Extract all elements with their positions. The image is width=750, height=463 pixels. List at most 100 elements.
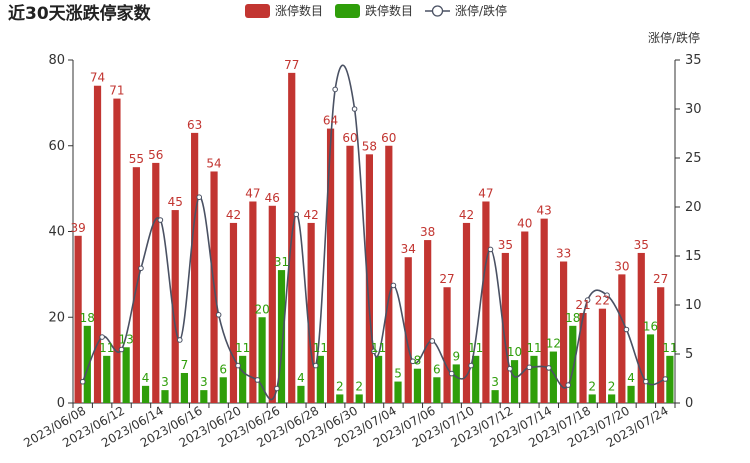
down-value-label: 11 xyxy=(313,341,328,355)
down-value-label: 9 xyxy=(452,349,460,363)
down-value-label: 2 xyxy=(608,379,616,393)
down-bar xyxy=(452,364,460,403)
down-bar xyxy=(666,355,674,403)
up-value-label: 58 xyxy=(362,139,377,153)
up-bar xyxy=(618,274,626,403)
down-bar xyxy=(83,325,91,403)
ratio-point xyxy=(429,338,436,344)
ratio-point xyxy=(662,376,669,382)
up-bar xyxy=(268,205,276,403)
down-bar xyxy=(569,325,577,403)
up-value-label: 71 xyxy=(109,84,124,98)
y-right-tick-label: 30 xyxy=(685,102,702,117)
legend-label-down: 跌停数目 xyxy=(365,3,413,18)
ratio-point xyxy=(410,358,416,365)
up-bar xyxy=(191,132,199,403)
down-value-label: 2 xyxy=(588,379,596,393)
down-value-label: 6 xyxy=(433,362,441,376)
down-bar xyxy=(608,394,616,403)
ratio-point xyxy=(604,292,610,299)
ratio-point xyxy=(157,217,164,223)
ratio-point xyxy=(526,364,533,371)
ratio-point xyxy=(448,370,455,377)
down-value-label: 16 xyxy=(643,319,658,333)
up-value-label: 22 xyxy=(595,294,610,308)
down-value-label: 20 xyxy=(254,302,269,316)
legend-swatch-marker xyxy=(431,5,444,17)
ratio-point xyxy=(274,385,280,392)
up-bar xyxy=(540,218,548,403)
down-value-label: 8 xyxy=(414,354,422,368)
legend[interactable]: 涨停数目 跌停数目 涨停/跌停 xyxy=(245,3,507,18)
down-value-label: 13 xyxy=(119,332,134,346)
up-bar xyxy=(462,222,471,403)
down-value-label: 3 xyxy=(200,375,208,389)
ratio-point xyxy=(371,348,377,355)
ratio-point xyxy=(468,362,474,369)
ratio-point xyxy=(196,194,203,200)
down-value-label: 11 xyxy=(99,341,114,355)
down-value-label: 2 xyxy=(336,379,344,393)
up-bar xyxy=(443,287,451,403)
ratio-point xyxy=(584,297,591,303)
down-bar xyxy=(375,355,383,403)
ratio-point xyxy=(177,337,183,343)
up-value-label: 42 xyxy=(459,208,474,222)
down-bar xyxy=(433,377,441,403)
down-bar xyxy=(530,355,538,403)
down-value-label: 5 xyxy=(394,367,402,381)
down-bar xyxy=(510,360,519,403)
bars xyxy=(74,72,674,404)
up-value-label: 27 xyxy=(653,272,668,286)
down-value-label: 12 xyxy=(546,337,561,351)
up-value-label: 60 xyxy=(381,131,396,145)
ratio-point xyxy=(293,211,300,218)
legend-swatch-down xyxy=(335,4,360,18)
up-value-label: 64 xyxy=(323,114,338,128)
down-value-label: 11 xyxy=(235,341,250,355)
ratio-point xyxy=(235,362,241,369)
y-right-tick-label: 35 xyxy=(685,53,702,68)
up-bar xyxy=(385,145,393,403)
y-right-tick-label: 25 xyxy=(685,151,702,166)
up-value-label: 30 xyxy=(614,259,629,273)
ratio-point xyxy=(79,378,86,385)
down-value-label: 3 xyxy=(491,375,499,389)
up-bar xyxy=(365,154,373,403)
y-left-tick-label: 80 xyxy=(48,53,65,68)
down-bar xyxy=(141,385,150,403)
y-left-tick-label: 20 xyxy=(48,310,65,325)
up-bar xyxy=(74,235,82,403)
ratio-point xyxy=(390,282,397,289)
legend-label-ratio: 涨停/跌停 xyxy=(455,3,507,18)
ratio-line-layer xyxy=(79,64,669,401)
up-value-label: 21 xyxy=(575,298,590,312)
up-value-label: 34 xyxy=(401,242,416,256)
down-value-label: 31 xyxy=(274,255,289,269)
up-value-label: 56 xyxy=(148,148,163,162)
up-bar xyxy=(637,252,645,403)
down-bar xyxy=(219,377,227,403)
up-bar xyxy=(307,222,315,403)
up-value-label: 60 xyxy=(342,131,357,145)
down-bar xyxy=(627,385,635,403)
down-bar xyxy=(161,390,169,403)
up-value-label: 33 xyxy=(556,247,571,261)
down-value-label: 3 xyxy=(161,375,169,389)
up-value-label: 46 xyxy=(265,191,280,205)
ratio-point xyxy=(351,106,358,112)
up-bar xyxy=(229,222,238,403)
ratio-point xyxy=(623,326,630,333)
down-value-label: 2 xyxy=(355,379,363,393)
down-bar xyxy=(394,381,402,403)
up-bar xyxy=(93,85,102,403)
y-right-tick-label: 10 xyxy=(685,298,702,313)
y-right-axis-name: 涨停/跌停 xyxy=(648,30,700,45)
up-value-label: 74 xyxy=(90,71,105,85)
down-value-label: 11 xyxy=(468,341,483,355)
up-bar xyxy=(326,128,335,403)
up-bar xyxy=(113,98,121,404)
down-bar xyxy=(588,394,596,403)
